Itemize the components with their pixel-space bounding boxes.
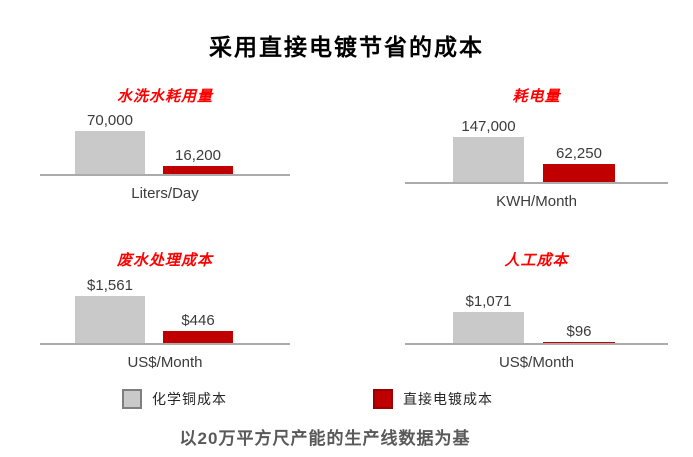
bar-value-label: 70,000 <box>87 112 133 129</box>
bar-value-label: $1,561 <box>87 277 133 294</box>
plot-area: $1,071 $96 <box>405 270 668 345</box>
x-axis-line <box>40 343 290 345</box>
bar-chemical-copper <box>453 137 524 184</box>
bar-direct-plating <box>543 164 615 184</box>
x-axis-label: US$/Month <box>127 354 203 371</box>
x-axis-label: US$/Month <box>498 354 575 371</box>
legend-item-direct-plating: 直接电镀成本 <box>373 389 493 409</box>
bar-group-chemical: 70,000 <box>75 112 145 176</box>
x-axis-label: Liters/Day <box>131 185 199 202</box>
chart-legend: 化学铜成本 直接电镀成本 <box>0 389 693 413</box>
page-title: 采用直接电镀节省的成本 <box>209 34 484 60</box>
chart-panel-power-consumption: 耗电量 147,000 62,250 KWH/Month <box>405 88 668 210</box>
plot-area: 147,000 62,250 <box>405 106 668 184</box>
bar-group-chemical: $1,561 <box>75 277 145 345</box>
bar-value-label: 16,200 <box>175 147 221 164</box>
bar-value-label: $96 <box>566 323 592 340</box>
chart-panel-labor-cost: 人工成本 $1,071 $96 US$/Month <box>405 252 668 371</box>
bar-group-direct: $96 <box>543 323 615 345</box>
bar-group-chemical: 147,000 <box>453 118 524 184</box>
panel-title-wastewater-cost: 废水处理成本 <box>116 252 213 269</box>
bar-value-label: 62,250 <box>556 145 602 162</box>
bar-group-direct: 62,250 <box>543 145 615 184</box>
bar-group-direct: 16,200 <box>163 147 233 176</box>
legend-item-chemical-copper: 化学铜成本 <box>122 389 227 409</box>
bar-direct-plating <box>163 331 233 345</box>
bar-group-chemical: $1,071 <box>453 293 524 345</box>
plot-area: $1,561 $446 <box>40 270 290 345</box>
bar-chemical-copper <box>453 312 524 345</box>
x-axis-line <box>40 174 290 176</box>
legend-swatch-red-icon <box>373 389 393 409</box>
x-axis-label: KWH/Month <box>496 193 577 210</box>
panel-title-power-consumption: 耗电量 <box>512 88 561 105</box>
chart-panel-water-consumption: 水洗水耗用量 70,000 16,200 Liters/Day <box>40 88 290 202</box>
plot-area: 70,000 16,200 <box>40 106 290 176</box>
bar-value-label: $1,071 <box>465 293 512 310</box>
legend-label: 化学铜成本 <box>152 391 227 407</box>
x-axis-line <box>405 343 668 345</box>
legend-label: 直接电镀成本 <box>403 391 493 407</box>
chart-panel-wastewater-cost: 废水处理成本 $1,561 $446 US$/Month <box>40 252 290 371</box>
bar-value-label: $446 <box>181 312 215 329</box>
bar-chemical-copper <box>75 296 145 345</box>
footnote: 以20万平方尺产能的生产线数据为基 <box>179 429 471 448</box>
bar-chemical-copper <box>75 131 145 176</box>
panel-title-water-consumption: 水洗水耗用量 <box>116 88 213 105</box>
bar-value-label: 147,000 <box>461 118 516 135</box>
bar-group-direct: $446 <box>163 312 233 345</box>
panel-title-labor-cost: 人工成本 <box>504 252 569 269</box>
legend-swatch-gray-icon <box>122 389 142 409</box>
x-axis-line <box>405 182 668 184</box>
bar-direct-plating <box>163 166 233 176</box>
